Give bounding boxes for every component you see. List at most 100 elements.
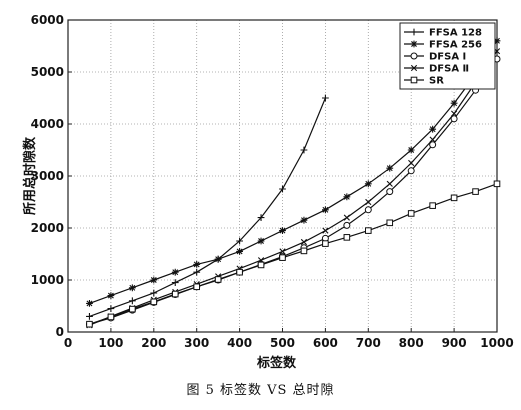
x-marker bbox=[429, 136, 436, 143]
plus-marker bbox=[410, 28, 418, 36]
line-chart: 0 100 200 300 400 500 600 700 800 900 1000 0 1000 200… bbox=[22, 13, 514, 371]
legend-entry: DFSA Ⅱ bbox=[404, 64, 469, 75]
series-line bbox=[89, 50, 498, 326]
square-marker bbox=[107, 313, 115, 321]
y-tick-label: 2000 bbox=[31, 221, 64, 235]
star-marker bbox=[407, 146, 415, 154]
x-marker bbox=[408, 159, 415, 167]
series-line bbox=[89, 58, 498, 325]
y-tick-label: 6000 bbox=[31, 13, 64, 27]
star-marker bbox=[214, 255, 222, 263]
y-tick-label: 3000 bbox=[31, 169, 64, 183]
square-marker bbox=[193, 283, 200, 291]
plus-marker bbox=[322, 94, 329, 102]
square-marker bbox=[279, 254, 286, 261]
square-marker bbox=[410, 76, 418, 84]
plus-marker bbox=[193, 268, 201, 276]
square-marker bbox=[214, 276, 222, 283]
square-marker bbox=[472, 188, 479, 195]
square-marker bbox=[86, 320, 93, 328]
x-tick-label: 100 bbox=[98, 336, 123, 350]
square-marker bbox=[257, 261, 265, 269]
x-marker bbox=[450, 110, 458, 117]
x-marker bbox=[322, 227, 329, 234]
x-tick-label: 400 bbox=[227, 336, 252, 350]
legend-entry: FFSA 128 bbox=[404, 28, 482, 39]
series-line bbox=[89, 40, 498, 304]
legend-entry: DFSA Ⅰ bbox=[404, 52, 466, 63]
legend-entry: SR bbox=[404, 76, 444, 87]
series-line bbox=[89, 183, 498, 325]
legend-label: SR bbox=[429, 76, 444, 87]
star-marker bbox=[257, 237, 265, 245]
x-tick-label: 200 bbox=[141, 336, 166, 350]
x-marker bbox=[300, 238, 308, 246]
circle-marker bbox=[386, 188, 394, 196]
star-marker bbox=[450, 99, 458, 107]
series-dfsa- bbox=[86, 48, 501, 329]
y-tick-label: 0 bbox=[56, 325, 64, 339]
square-marker bbox=[365, 227, 372, 234]
y-tick-label: 4000 bbox=[31, 117, 64, 131]
star-marker bbox=[236, 248, 243, 255]
x-marker bbox=[279, 248, 286, 255]
square-marker bbox=[236, 268, 243, 276]
x-tick-label: 1000 bbox=[480, 336, 513, 350]
x-tick-label: 600 bbox=[313, 336, 338, 350]
square-marker bbox=[150, 298, 158, 306]
square-marker bbox=[386, 219, 394, 227]
plus-marker bbox=[171, 279, 179, 286]
square-marker bbox=[429, 202, 436, 209]
plus-marker bbox=[128, 297, 136, 305]
star-marker bbox=[322, 206, 329, 214]
star-marker bbox=[410, 40, 418, 48]
plus-marker bbox=[236, 237, 243, 245]
square-marker bbox=[493, 180, 501, 188]
circle-marker bbox=[407, 167, 415, 175]
axes: 0 100 200 300 400 500 600 700 800 900 1000 0 1000 200… bbox=[22, 13, 514, 371]
y-tick-label: 5000 bbox=[31, 65, 64, 79]
series-ffsa-128 bbox=[86, 94, 329, 320]
circle-marker bbox=[410, 52, 418, 60]
square-marker bbox=[300, 247, 308, 255]
square-marker bbox=[171, 290, 179, 298]
x-marker bbox=[365, 198, 372, 206]
star-marker bbox=[429, 125, 437, 133]
legend-entry: FFSA 256 bbox=[404, 40, 482, 51]
legend-label: FFSA 256 bbox=[429, 40, 482, 51]
star-marker bbox=[86, 300, 93, 307]
plus-marker bbox=[86, 313, 93, 320]
plus-marker bbox=[107, 305, 115, 312]
square-marker bbox=[343, 234, 351, 241]
plus-marker bbox=[300, 146, 308, 154]
star-marker bbox=[150, 276, 158, 284]
plus-marker bbox=[150, 289, 158, 297]
circle-marker bbox=[343, 221, 351, 229]
circle-marker bbox=[450, 115, 458, 123]
star-marker bbox=[107, 292, 115, 299]
star-marker bbox=[386, 164, 394, 172]
figure-caption: 图 5 标签数 VS 总时隙 bbox=[186, 383, 335, 398]
legend-label: DFSA Ⅱ bbox=[429, 64, 469, 75]
star-marker bbox=[171, 268, 179, 276]
x-tick-label: 700 bbox=[356, 336, 381, 350]
legend-label: FFSA 128 bbox=[429, 28, 482, 39]
square-marker bbox=[322, 240, 329, 247]
series-ffsa-256 bbox=[86, 37, 501, 307]
legend-label: DFSA Ⅰ bbox=[429, 52, 466, 63]
x-tick-label: 0 bbox=[64, 336, 72, 350]
circle-marker bbox=[429, 141, 437, 149]
star-marker bbox=[300, 216, 308, 224]
star-marker bbox=[128, 284, 136, 292]
y-axis-title: 所用总时隙数 bbox=[22, 136, 38, 215]
series-sr bbox=[86, 180, 501, 328]
series-dfsa- bbox=[85, 55, 501, 328]
x-tick-label: 800 bbox=[399, 336, 424, 350]
x-marker bbox=[410, 64, 418, 72]
square-marker bbox=[450, 194, 458, 202]
star-marker bbox=[493, 37, 501, 45]
star-marker bbox=[279, 227, 286, 234]
circle-marker bbox=[364, 206, 372, 214]
x-tick-label: 900 bbox=[442, 336, 467, 350]
star-marker bbox=[343, 193, 351, 201]
